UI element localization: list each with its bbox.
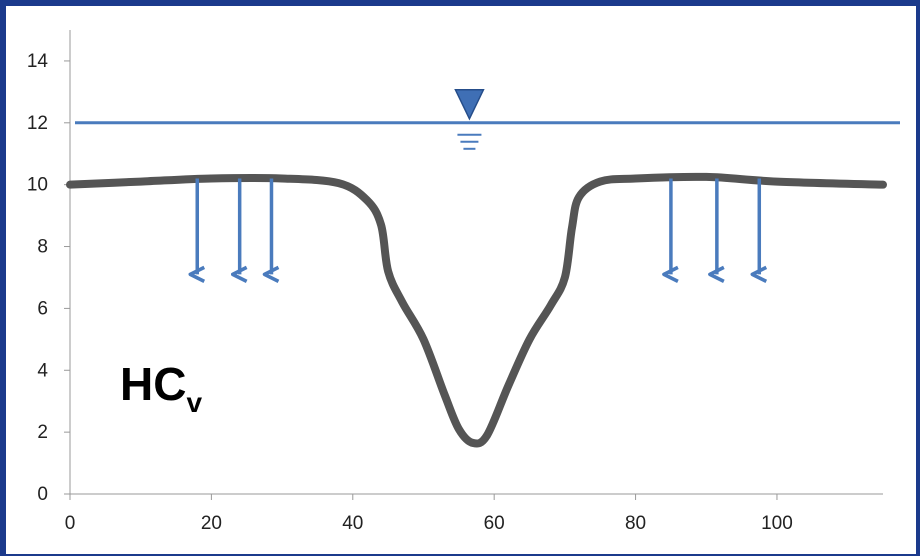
x-tick-label: 80 — [625, 513, 646, 534]
hc-label-main: HC — [120, 358, 186, 410]
x-tick-label: 100 — [761, 513, 793, 534]
x-tick-label: 40 — [342, 513, 363, 534]
hc-label: HCv — [120, 358, 202, 418]
water-table-triangle-icon — [454, 89, 485, 121]
y-tick-label: 4 — [37, 360, 48, 381]
x-tick-label: 0 — [65, 513, 76, 534]
series-group — [66, 172, 887, 448]
axes: 0 2 4 6 8 10 12 14 0 20 40 60 80 100 — [27, 30, 883, 534]
y-tick-label: 2 — [37, 422, 48, 443]
y-tick-label: 6 — [37, 298, 48, 319]
terrain-line — [66, 172, 887, 448]
x-tick-label: 20 — [201, 513, 222, 534]
y-tick-label: 0 — [37, 484, 48, 505]
x-tick-label: 60 — [484, 513, 505, 534]
y-tick-label: 12 — [27, 113, 48, 134]
annotations-group — [75, 89, 900, 283]
hc-label-sub: v — [186, 387, 202, 418]
y-tick-label: 10 — [27, 175, 48, 196]
y-tick-label: 14 — [27, 51, 49, 72]
y-tick-label: 8 — [37, 237, 48, 258]
